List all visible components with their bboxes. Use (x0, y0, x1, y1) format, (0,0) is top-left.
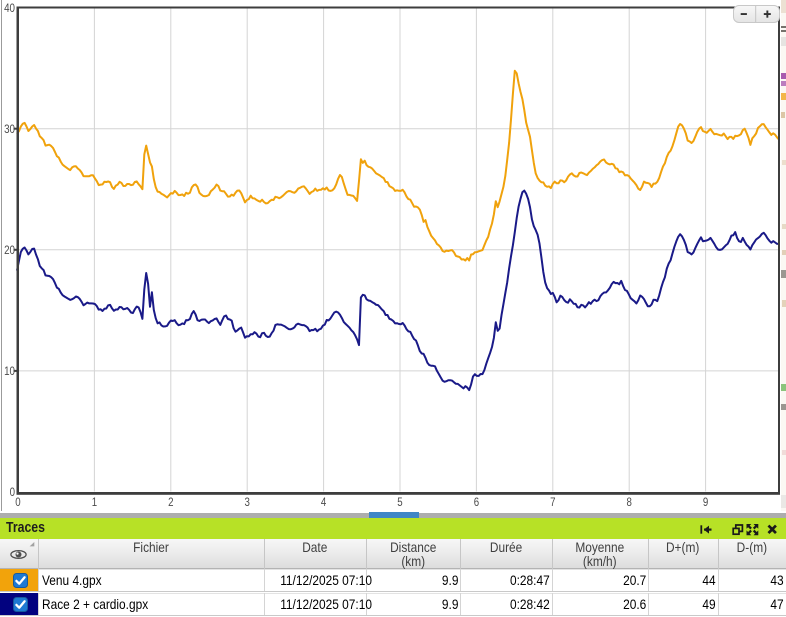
svg-text:8: 8 (627, 497, 632, 509)
svg-text:6: 6 (474, 497, 479, 509)
svg-text:10: 10 (4, 366, 15, 378)
svg-text:0: 0 (10, 487, 15, 499)
svg-text:4: 4 (321, 497, 327, 509)
svg-text:40: 40 (4, 3, 15, 15)
svg-text:30: 30 (4, 124, 15, 136)
svg-text:7: 7 (550, 497, 555, 509)
svg-text:0: 0 (15, 497, 20, 509)
svg-text:9: 9 (703, 497, 708, 509)
svg-text:1: 1 (92, 497, 97, 509)
svg-text:20: 20 (4, 245, 15, 257)
svg-text:5: 5 (397, 497, 402, 509)
svg-text:3: 3 (245, 497, 250, 509)
svg-text:2: 2 (168, 497, 173, 509)
